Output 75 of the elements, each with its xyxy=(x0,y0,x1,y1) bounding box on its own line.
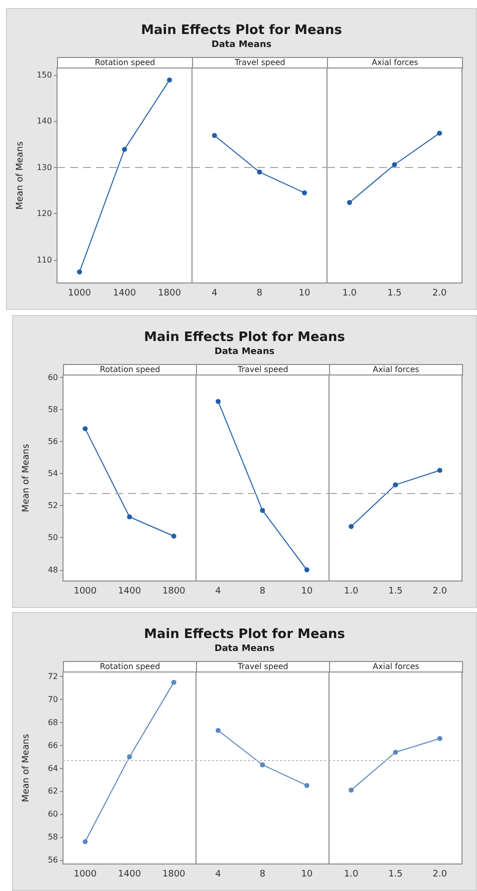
text: Main Effects Plot for Means xyxy=(142,627,346,642)
y-tick-label: 58 xyxy=(48,404,58,414)
x-tick-label: 10 xyxy=(301,586,313,596)
point xyxy=(127,514,132,520)
x-tick-label: 1.5 xyxy=(387,288,402,298)
y-axis-title: Mean of Means xyxy=(22,444,32,512)
y-axis-title: Mean of Means xyxy=(22,734,32,802)
chart-title: Rotation speed xyxy=(57,57,193,69)
x-tick-label: 1.5 xyxy=(388,870,403,880)
x-tick-label: 1400 xyxy=(118,870,142,880)
chart-title: Axial forces xyxy=(329,364,463,376)
x-tick-label: 4 xyxy=(215,870,222,880)
x-tick-label: 1800 xyxy=(158,288,182,298)
y-tick-label: 72 xyxy=(48,672,58,682)
chart-title: Rotation speed xyxy=(63,364,197,376)
y-axis-title: Mean of Means xyxy=(16,141,26,210)
y-tick-label: 140 xyxy=(36,116,52,126)
y-tick-label: 54 xyxy=(48,469,58,478)
x-tick-label: 2.0 xyxy=(432,870,448,880)
y-tick-label: 68 xyxy=(48,718,58,727)
text: Main Effects Plot for Means xyxy=(140,23,344,38)
x-tick-label: 4 xyxy=(215,586,222,596)
chart-title: Rotation speed xyxy=(63,661,197,673)
x-tick-label: 10 xyxy=(301,870,313,880)
x-tick-label: 1.0 xyxy=(342,288,357,298)
y-tick-label: 60 xyxy=(48,372,58,382)
text: Data Means xyxy=(214,644,276,654)
chart-title: Axial forces xyxy=(327,57,463,69)
x-tick-label: 8 xyxy=(256,288,263,298)
text: Data Means xyxy=(214,347,276,357)
text: Main Effects Plot for Means xyxy=(142,330,346,345)
chart-title: Axial forces xyxy=(329,661,463,673)
y-tick-label: 62 xyxy=(48,786,58,796)
y-tick-label: 50 xyxy=(48,533,58,542)
point xyxy=(171,680,176,685)
x-tick-label: 1.5 xyxy=(388,586,403,596)
point xyxy=(167,78,172,83)
y-tick-label: 130 xyxy=(36,162,52,172)
x-tick-label: 1.0 xyxy=(344,586,359,596)
y-tick-label: 70 xyxy=(48,695,58,704)
point xyxy=(82,839,88,844)
y-tick-label: 58 xyxy=(48,832,58,842)
x-tick-label: 1000 xyxy=(74,586,97,596)
y-tick-label: 64 xyxy=(48,764,58,773)
point xyxy=(122,146,127,152)
y-tick-label: 52 xyxy=(48,501,58,510)
y-tick-label: 110 xyxy=(36,255,52,264)
y-tick-label: 60 xyxy=(48,810,58,819)
x-tick-label: 8 xyxy=(260,870,266,880)
chart-title: Travel speed xyxy=(196,661,330,673)
x-tick-label: 1000 xyxy=(68,288,92,298)
x-tick-label: 1800 xyxy=(162,586,186,596)
y-tick-label: 120 xyxy=(36,209,52,218)
y-tick-label: 150 xyxy=(36,70,52,80)
x-tick-label: 1000 xyxy=(74,870,97,880)
text: Data Means xyxy=(210,40,272,50)
x-tick-label: 2.0 xyxy=(432,288,447,298)
x-tick-label: 8 xyxy=(260,586,266,596)
x-tick-label: 1.0 xyxy=(344,870,359,880)
x-tick-label: 1400 xyxy=(118,586,142,596)
y-tick-label: 56 xyxy=(48,437,58,446)
y-tick-label: 66 xyxy=(48,740,58,750)
x-tick-label: 10 xyxy=(298,288,310,298)
x-tick-label: 2.0 xyxy=(432,586,448,596)
y-tick-label: 56 xyxy=(48,855,58,864)
x-tick-label: 1400 xyxy=(113,288,136,298)
chart-title: Travel speed xyxy=(192,57,328,69)
x-tick-label: 4 xyxy=(212,288,218,298)
x-tick-label: 1800 xyxy=(162,870,186,880)
y-tick-label: 48 xyxy=(48,565,58,574)
point xyxy=(77,269,82,274)
point xyxy=(171,534,176,539)
chart-title: Travel speed xyxy=(196,364,330,376)
point xyxy=(82,426,88,432)
point xyxy=(127,754,132,760)
